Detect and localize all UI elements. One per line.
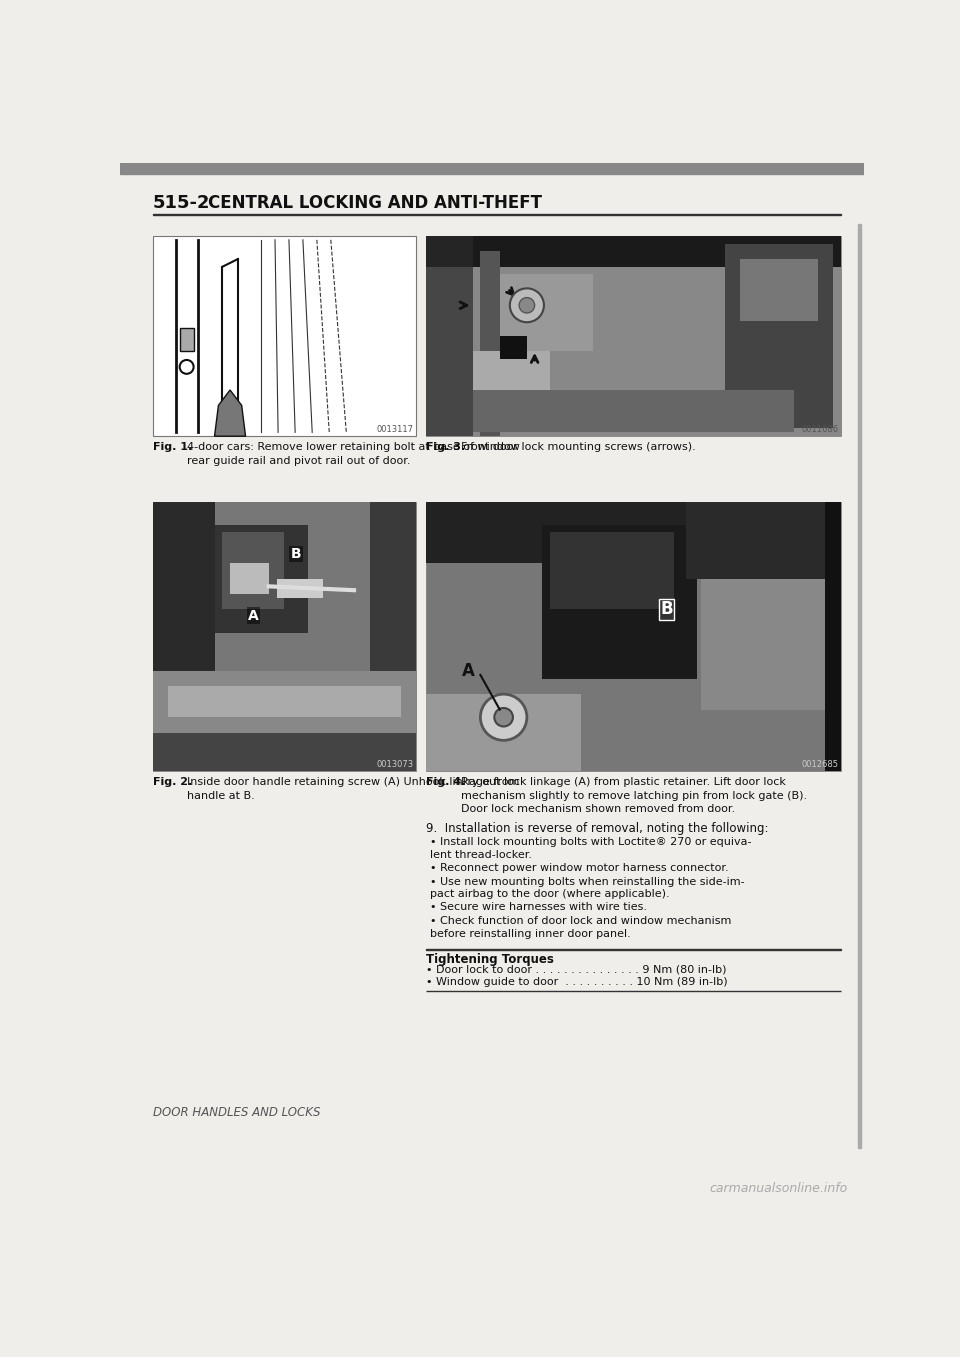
Bar (725, 244, 833, 429)
Text: 9.  Installation is reverse of removal, noting the following:: 9. Installation is reverse of removal, n… (426, 822, 769, 835)
Circle shape (510, 288, 544, 322)
Text: 0013117: 0013117 (376, 425, 414, 434)
Text: CENTRAL LOCKING AND ANTI-THEFT: CENTRAL LOCKING AND ANTI-THEFT (208, 194, 542, 212)
Bar (500, 337, 527, 360)
Bar (276, 578, 324, 598)
Bar (550, 532, 674, 609)
Text: DOOR HANDLES AND LOCKS: DOOR HANDLES AND LOCKS (153, 1106, 320, 1120)
Text: • Use new mounting bolts when reinstalling the side-im-
pact airbag to the door : • Use new mounting bolts when reinstalli… (430, 877, 745, 900)
Bar (180, 328, 194, 351)
Bar (426, 695, 581, 771)
Text: Inside door handle retaining screw (A) Unhook linkage from
  handle at B.: Inside door handle retaining screw (A) U… (180, 778, 519, 801)
Bar (858, 224, 861, 1148)
Bar (826, 502, 841, 771)
Text: 515-2: 515-2 (153, 194, 210, 212)
Bar (426, 502, 841, 771)
Bar (153, 502, 214, 771)
Polygon shape (214, 389, 246, 436)
Text: Pry out lock linkage (A) from plastic retainer. Lift door lock
  mechanism sligh: Pry out lock linkage (A) from plastic re… (454, 778, 807, 814)
Text: A: A (463, 662, 475, 680)
Bar (426, 236, 841, 267)
Bar (685, 502, 826, 578)
Bar (153, 236, 416, 436)
Text: A: A (248, 608, 258, 623)
Bar (370, 502, 416, 771)
Text: • Window guide to door  . . . . . . . . . . 10 Nm (89 in-lb): • Window guide to door . . . . . . . . .… (426, 977, 728, 987)
Bar (472, 389, 794, 433)
Bar (153, 502, 416, 771)
Bar (153, 672, 416, 733)
Bar (168, 687, 400, 718)
Circle shape (519, 297, 535, 313)
Bar (426, 236, 841, 436)
Bar (153, 733, 416, 771)
Text: B: B (660, 600, 673, 619)
Text: 4-door cars: Remove lower retaining bolt at base of window
  rear guide rail and: 4-door cars: Remove lower retaining bolt… (180, 442, 520, 465)
Text: Fig. 4.: Fig. 4. (426, 778, 466, 787)
Text: carmanualsonline.info: carmanualsonline.info (709, 1182, 848, 1194)
Text: Fig. 3.: Fig. 3. (426, 442, 466, 452)
Text: 0012685: 0012685 (802, 760, 838, 769)
Text: Fig. 1.: Fig. 1. (153, 442, 192, 452)
Text: • Reconnect power window motor harness connector.: • Reconnect power window motor harness c… (430, 863, 729, 873)
Text: 0011686: 0011686 (802, 425, 838, 434)
Bar (740, 259, 818, 320)
Bar (230, 563, 269, 594)
Bar (120, 163, 864, 174)
Bar (542, 525, 697, 678)
Bar (426, 502, 841, 563)
Text: Tightening Torques: Tightening Torques (426, 953, 554, 966)
Text: B: B (291, 547, 301, 560)
Bar (500, 274, 592, 351)
Text: • Door lock to door . . . . . . . . . . . . . . . 9 Nm (80 in-lb): • Door lock to door . . . . . . . . . . … (426, 965, 727, 974)
Bar (426, 236, 472, 436)
Bar (214, 525, 307, 632)
Bar (701, 517, 826, 710)
Circle shape (480, 695, 527, 741)
Bar (153, 502, 416, 771)
Circle shape (494, 708, 513, 726)
Bar (223, 532, 284, 609)
Bar (472, 351, 550, 398)
Text: • Install lock mounting bolts with Loctite® 270 or equiva-
lent thread-locker.: • Install lock mounting bolts with Locti… (430, 837, 752, 860)
Text: 0013073: 0013073 (376, 760, 414, 769)
Bar (480, 251, 500, 436)
Text: Fig. 2.: Fig. 2. (153, 778, 192, 787)
Text: • Secure wire harnesses with wire ties.: • Secure wire harnesses with wire ties. (430, 902, 647, 912)
Text: • Check function of door lock and window mechanism
before reinstalling inner doo: • Check function of door lock and window… (430, 916, 732, 939)
Text: Front door lock mounting screws (arrows).: Front door lock mounting screws (arrows)… (454, 442, 696, 452)
